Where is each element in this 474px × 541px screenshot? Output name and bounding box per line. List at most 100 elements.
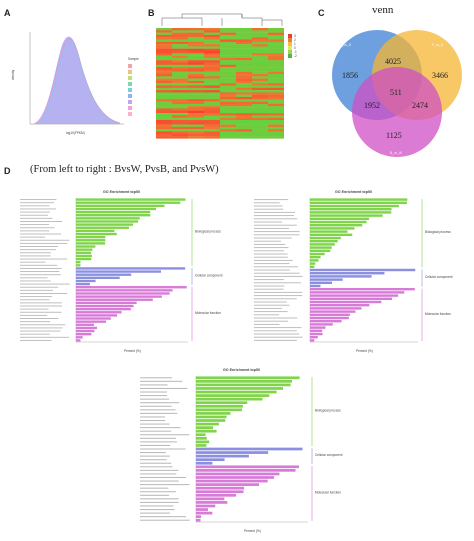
heatmap-cell <box>220 78 236 82</box>
heatmap-cell <box>156 34 172 38</box>
go-term-label <box>254 301 287 303</box>
go-bar <box>76 251 92 254</box>
heatmap-cell <box>236 126 252 130</box>
go-bar <box>76 267 186 270</box>
heatmap-cell <box>188 124 204 128</box>
go-term-label <box>140 519 190 521</box>
go-bar <box>196 479 268 483</box>
heatmap-cell <box>156 48 172 52</box>
go-bar <box>76 242 106 245</box>
heatmap-cell <box>156 76 172 79</box>
heatmap-cell <box>204 103 220 107</box>
heatmap-cell <box>204 37 220 40</box>
go-term-label <box>20 311 62 313</box>
heatmap-scale-swatch <box>288 42 292 46</box>
go-term-label <box>140 419 166 422</box>
heatmap-cell <box>252 131 268 134</box>
go-bar <box>196 426 214 429</box>
go-bar <box>76 326 98 330</box>
go-bar <box>310 211 392 214</box>
heatmap-cell <box>236 28 252 31</box>
heatmap-cell <box>268 80 284 84</box>
heatmap-cell <box>220 110 236 114</box>
heatmap-cell <box>188 83 204 86</box>
go-term-label <box>140 391 167 393</box>
heatmap-cell <box>188 103 204 107</box>
heatmap-cell <box>236 92 252 95</box>
go-bar <box>196 444 207 447</box>
heatmap-cell <box>220 57 236 61</box>
heatmap-cell <box>204 85 220 88</box>
heatmap-cell <box>188 41 204 45</box>
heatmap-cell <box>156 37 172 40</box>
heatmap-cell <box>172 126 188 130</box>
heatmap-cell <box>188 34 204 38</box>
heatmap-cell <box>236 64 252 68</box>
go-term-label <box>20 242 68 244</box>
go-bar <box>310 291 405 294</box>
heatmap-cell <box>236 90 252 93</box>
heatmap-cell <box>188 39 204 42</box>
go-chart-title: GO Enrichment top50 <box>223 368 260 372</box>
go-bar <box>76 273 132 276</box>
go-bar <box>76 292 170 295</box>
heatmap-cell <box>220 103 236 107</box>
heatmap-cell <box>220 30 236 33</box>
heatmap-cell <box>172 37 188 40</box>
go-bar <box>310 335 318 339</box>
heatmap-cell <box>156 30 172 33</box>
heatmap-cell <box>220 48 236 52</box>
venn-set-b: P_vs_S <box>432 43 443 47</box>
heatmap-cell <box>188 80 204 84</box>
heatmap-cell <box>220 120 236 123</box>
go-term-label <box>20 302 62 304</box>
density-legend-swatch <box>128 70 132 74</box>
density-legend-title: Sample <box>128 57 139 61</box>
go-bar <box>310 284 321 288</box>
heatmap-scale-label: 1 <box>294 42 296 46</box>
go-bar <box>310 303 370 307</box>
heatmap-cell <box>156 113 172 116</box>
go-term-label <box>254 311 288 313</box>
heatmap-cell <box>156 122 172 125</box>
heatmap-cell <box>236 69 252 72</box>
heatmap-cell <box>268 115 284 118</box>
go-term-label <box>254 323 280 325</box>
heatmap-cell <box>252 76 268 79</box>
heatmap-cell <box>252 94 268 98</box>
go-term-label <box>140 501 179 503</box>
go-term-label <box>20 286 59 288</box>
heatmap-cell <box>268 41 284 45</box>
heatmap-cell <box>188 136 204 139</box>
heatmap-cell <box>172 78 188 82</box>
heatmap-cell <box>188 62 204 65</box>
go-term-label <box>140 505 174 507</box>
go-category-label: Biological process <box>315 409 341 413</box>
heatmap-cell <box>172 28 188 31</box>
heatmap-cell <box>172 80 188 84</box>
density-legend-swatch <box>128 106 132 110</box>
heatmap-cell <box>236 55 252 59</box>
heatmap-cell <box>252 129 268 132</box>
heatmap-cell <box>172 110 188 114</box>
go-bar <box>76 298 153 301</box>
go-term-label <box>20 205 50 207</box>
go-term-label <box>140 441 177 443</box>
heatmap-cell <box>236 37 252 40</box>
go-term-label <box>140 455 171 457</box>
heatmap-cell <box>252 106 268 109</box>
go-bar <box>310 316 349 320</box>
heatmap-cell <box>188 106 204 109</box>
go-term-label <box>254 330 297 332</box>
heatmap-cell <box>204 55 220 59</box>
go-bar <box>310 239 338 243</box>
go-term-label <box>254 199 289 201</box>
heatmap-cell <box>268 62 284 65</box>
go-term-label <box>254 227 290 229</box>
go-bar <box>196 483 259 486</box>
go-category-label: Cellular component <box>425 275 453 279</box>
go-term-label <box>140 412 178 414</box>
heatmap-cell <box>204 39 220 42</box>
go-bar <box>196 472 280 476</box>
